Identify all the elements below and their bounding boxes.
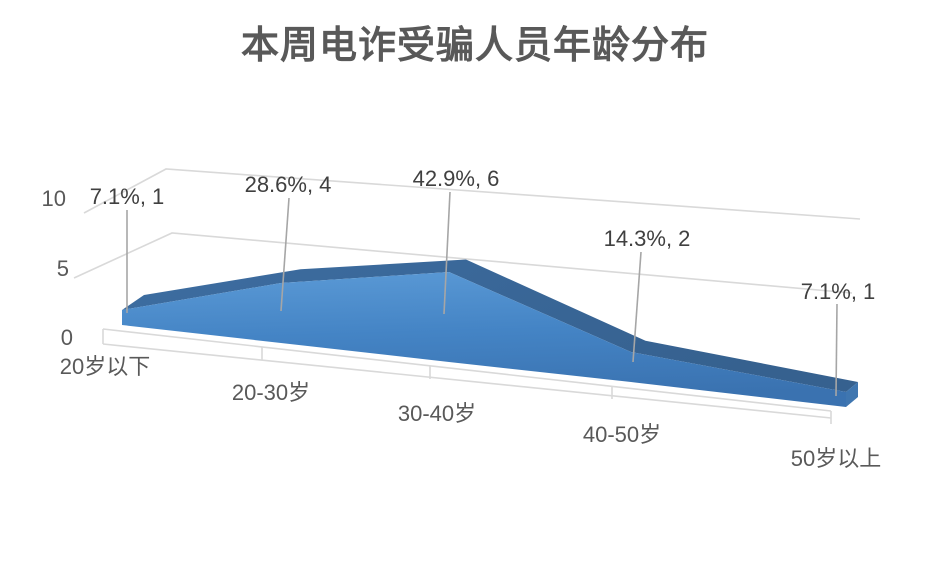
- data-label: 28.6%, 4: [245, 172, 332, 197]
- category-axis-label: 40-50岁: [583, 422, 661, 447]
- value-axis-label: 0: [61, 325, 73, 350]
- area-front-face: [122, 272, 846, 407]
- category-axis-label: 20-30岁: [232, 380, 310, 405]
- value-axis-label: 5: [57, 256, 69, 281]
- data-label: 42.9%, 6: [413, 166, 500, 191]
- data-label: 14.3%, 2: [604, 226, 691, 251]
- chart-title: 本周电诈受骗人员年龄分布: [240, 25, 709, 67]
- area-right-end-cap: [846, 382, 858, 407]
- floor-front-top-edge: [102, 328, 832, 412]
- category-axis-label: 50岁以上: [791, 446, 881, 471]
- category-axis-label: 20岁以下: [60, 354, 150, 379]
- data-label: 7.1%, 1: [90, 184, 165, 209]
- value-axis-label: 10: [42, 186, 66, 211]
- category-axis-label: 30-40岁: [398, 401, 476, 426]
- gridline-y-5: [73, 232, 853, 294]
- data-label-leader-line: [835, 303, 838, 397]
- data-label: 7.1%, 1: [801, 279, 876, 304]
- data-label-leader-line: [280, 197, 290, 312]
- data-label-leader-line: [632, 251, 642, 363]
- gridline-y-10: [83, 168, 861, 220]
- data-label-leader-line: [443, 191, 451, 315]
- area-top-ridge-band: [122, 259, 858, 392]
- floor-front-bottom-edge: [102, 343, 832, 419]
